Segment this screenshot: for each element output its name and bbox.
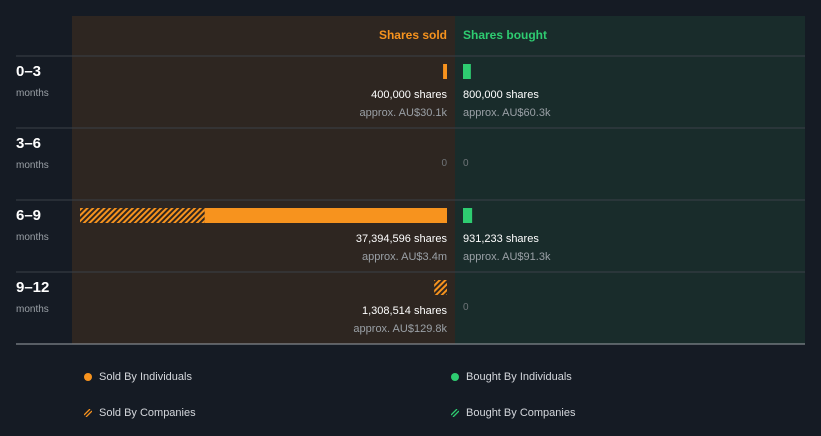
hatched-green-swatch-icon: [451, 409, 459, 417]
bought-shares-label: 800,000 shares: [463, 89, 539, 101]
solid-green-swatch-icon: [451, 373, 459, 381]
legend-label: Bought By Companies: [466, 407, 576, 419]
sold-value-label: approx. AU$30.1k: [360, 107, 448, 119]
bought-shares-label: 0: [463, 302, 469, 313]
bought-column-header: Shares bought: [463, 28, 547, 42]
legend-sold-by-companies: Sold By Companies: [84, 407, 196, 419]
bought-value-label: approx. AU$91.3k: [463, 251, 551, 263]
period-label: 0–3: [16, 63, 41, 80]
period-unit-label: months: [16, 160, 49, 171]
sold-by-individuals-bar: [204, 208, 447, 223]
legend-label: Sold By Individuals: [99, 371, 192, 383]
sold-by-individuals-bar: [443, 64, 447, 79]
legend-label: Bought By Individuals: [466, 371, 572, 383]
hatched-orange-swatch-icon: [84, 409, 92, 417]
period-unit-label: months: [16, 232, 49, 243]
sold-shares-label: 400,000 shares: [371, 89, 447, 101]
bought-shares-label: 0: [463, 158, 469, 169]
legend-bought-by-companies: Bought By Companies: [451, 407, 575, 419]
sold-shares-label: 0: [441, 158, 447, 169]
period-unit-label: months: [16, 304, 49, 315]
sold-column-header: Shares sold: [379, 28, 447, 42]
sold-shares-label: 1,308,514 shares: [362, 305, 448, 317]
bought-by-individuals-bar: [463, 208, 473, 223]
period-label: 3–6: [16, 135, 41, 152]
sold-value-label: approx. AU$129.8k: [353, 323, 447, 335]
sold-shares-label: 37,394,596 shares: [356, 233, 448, 245]
solid-orange-swatch-icon: [84, 373, 92, 381]
bought-shares-label: 931,233 shares: [463, 233, 539, 245]
sold-panel: [72, 16, 455, 344]
legend-bought-by-individuals: Bought By Individuals: [451, 371, 572, 383]
sold-value-label: approx. AU$3.4m: [362, 251, 447, 263]
sold-by-companies-bar: [434, 280, 447, 295]
bought-value-label: approx. AU$60.3k: [463, 107, 551, 119]
period-label: 9–12: [16, 279, 49, 296]
legend-sold-by-individuals: Sold By Individuals: [84, 371, 192, 383]
period-label: 6–9: [16, 207, 41, 224]
bought-panel: [455, 16, 805, 344]
legend-label: Sold By Companies: [99, 407, 196, 419]
bought-by-individuals-bar: [463, 64, 471, 79]
sold-by-companies-bar: [80, 208, 205, 223]
period-unit-label: months: [16, 88, 49, 99]
